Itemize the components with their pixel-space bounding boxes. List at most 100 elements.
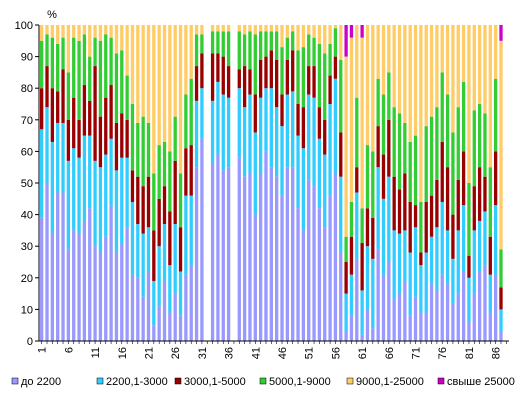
bars-layer bbox=[40, 25, 503, 341]
bar-segment-67-series-2 bbox=[392, 230, 396, 300]
bar-segment-65-series-5 bbox=[381, 25, 386, 95]
bar-segment-54-series-5 bbox=[323, 25, 327, 54]
bar-segment-75-series-3 bbox=[435, 179, 439, 228]
bar-segment-1-series-2 bbox=[40, 129, 44, 218]
bar-segment-84-series-2 bbox=[483, 211, 487, 266]
bar-segment-27-series-1 bbox=[178, 315, 183, 341]
bar-segment-50-series-5 bbox=[301, 25, 306, 48]
bar-segment-33-series-4 bbox=[210, 31, 215, 54]
y-tick-label: 70 bbox=[21, 115, 33, 127]
bar-segment-1-series-5 bbox=[40, 25, 44, 41]
bar-segment-47-series-2 bbox=[285, 94, 290, 168]
bar-segment-71-series-4 bbox=[413, 135, 418, 206]
bar-segment-63-series-2 bbox=[371, 258, 375, 329]
bar-segment-46-series-1 bbox=[280, 195, 284, 341]
x-tick-label: 61 bbox=[357, 347, 369, 359]
bar-segment-53-series-1 bbox=[317, 208, 322, 341]
bar-segment-81-series-1 bbox=[467, 322, 471, 341]
bar-segment-87-series-6 bbox=[499, 25, 503, 41]
bar-segment-65-series-1 bbox=[381, 274, 386, 341]
bar-segment-23-series-4 bbox=[157, 145, 161, 199]
bar-segment-38-series-4 bbox=[237, 31, 241, 70]
bar-segment-63-series-4 bbox=[371, 151, 375, 218]
bar-segment-76-series-5 bbox=[440, 25, 444, 73]
bar-segment-80-series-4 bbox=[461, 81, 466, 152]
bar-segment-82-series-5 bbox=[472, 25, 476, 111]
bar-segment-53-series-2 bbox=[317, 138, 322, 209]
bar-segment-57-series-1 bbox=[339, 252, 343, 341]
bar-segment-19-series-1 bbox=[136, 277, 140, 341]
bar-segment-64-series-3 bbox=[376, 126, 380, 168]
bar-segment-68-series-4 bbox=[397, 113, 402, 190]
bar-segment-13-series-4 bbox=[104, 34, 108, 98]
x-ticks: 1 6 11 16 21 26 31 36 41 46 51 56 61 66 71 76 81 86 bbox=[37, 341, 507, 359]
bar-segment-85-series-5 bbox=[488, 25, 492, 168]
bar-segment-39-series-4 bbox=[242, 34, 247, 67]
bar-segment-66-series-5 bbox=[387, 25, 391, 73]
bar-segment-59-series-1 bbox=[349, 315, 354, 341]
bar-segment-7-series-1 bbox=[72, 230, 76, 341]
bar-segment-58-series-5 bbox=[344, 56, 348, 237]
bar-segment-17-series-3 bbox=[125, 119, 129, 158]
legend-label-1: до 2200 bbox=[21, 376, 61, 388]
bar-segment-60-series-4 bbox=[355, 97, 359, 168]
bar-segment-13-series-2 bbox=[104, 154, 108, 237]
bar-segment-28-series-4 bbox=[184, 94, 188, 149]
bar-segment-78-series-2 bbox=[451, 258, 455, 304]
bar-segment-86-series-2 bbox=[493, 205, 498, 275]
bar-segment-49-series-2 bbox=[296, 135, 300, 209]
bar-segment-9-series-2 bbox=[82, 135, 87, 221]
bar-segment-61-series-4 bbox=[360, 208, 364, 244]
bar-segment-27-series-4 bbox=[178, 173, 183, 228]
bar-segment-30-series-3 bbox=[194, 66, 199, 101]
bar-segment-43-series-3 bbox=[264, 56, 268, 89]
bar-segment-39-series-5 bbox=[242, 25, 247, 35]
bar-segment-55-series-4 bbox=[328, 43, 332, 76]
bar-segment-10-series-5 bbox=[88, 25, 92, 57]
bar-segment-68-series-3 bbox=[397, 189, 402, 234]
bar-segment-87-series-3 bbox=[499, 287, 503, 310]
bar-segment-74-series-4 bbox=[429, 116, 434, 196]
y-tick-label: 90 bbox=[21, 52, 33, 64]
bar-segment-2-series-5 bbox=[45, 25, 49, 35]
bar-segment-27-series-5 bbox=[178, 25, 183, 174]
bar-segment-21-series-3 bbox=[146, 176, 151, 228]
x-tick-label: 1 bbox=[37, 347, 49, 353]
bar-segment-86-series-1 bbox=[493, 274, 498, 341]
bar-segment-87-series-2 bbox=[499, 309, 503, 332]
bar-segment-30-series-4 bbox=[194, 34, 199, 67]
bar-segment-28-series-1 bbox=[184, 274, 188, 341]
bar-segment-12-series-1 bbox=[98, 252, 103, 341]
bar-segment-66-series-4 bbox=[387, 72, 391, 120]
bar-segment-60-series-5 bbox=[355, 25, 359, 98]
bar-segment-49-series-5 bbox=[296, 25, 300, 51]
bar-segment-66-series-1 bbox=[387, 262, 391, 341]
bar-segment-77-series-1 bbox=[445, 284, 450, 341]
bar-segment-24-series-3 bbox=[162, 186, 167, 225]
x-tick-label: 26 bbox=[170, 347, 182, 359]
bar-segment-7-series-5 bbox=[72, 25, 76, 38]
bar-segment-23-series-3 bbox=[157, 198, 161, 247]
bar-segment-17-series-4 bbox=[125, 75, 129, 120]
bar-segment-62-series-4 bbox=[365, 145, 370, 209]
bar-segment-50-series-3 bbox=[301, 107, 306, 149]
bar-segment-44-series-3 bbox=[269, 50, 273, 89]
bar-segment-26-series-4 bbox=[173, 116, 177, 161]
bar-segment-6-series-2 bbox=[66, 160, 71, 250]
bar-segment-35-series-1 bbox=[221, 170, 225, 341]
bar-segment-57-series-3 bbox=[339, 132, 343, 177]
bar-segment-69-series-2 bbox=[403, 230, 407, 281]
bar-segment-50-series-1 bbox=[301, 230, 306, 341]
bar-segment-44-series-1 bbox=[269, 167, 273, 341]
bar-segment-8-series-2 bbox=[77, 157, 81, 234]
bar-segment-45-series-5 bbox=[275, 25, 279, 32]
bar-segment-58-series-1 bbox=[344, 331, 348, 341]
bar-segment-34-series-5 bbox=[216, 25, 220, 32]
bar-segment-23-series-2 bbox=[157, 246, 161, 307]
bar-segment-38-series-2 bbox=[237, 88, 241, 158]
bar-segment-63-series-3 bbox=[371, 217, 375, 259]
bar-segment-6-series-4 bbox=[66, 72, 71, 120]
bar-segment-34-series-1 bbox=[216, 154, 220, 341]
bar-segment-55-series-2 bbox=[328, 104, 332, 196]
bar-segment-11-series-5 bbox=[93, 25, 97, 38]
